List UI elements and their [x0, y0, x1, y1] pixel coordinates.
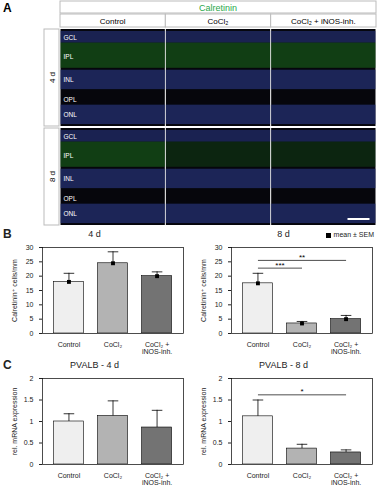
- html-text:8 d: 8 d: [277, 229, 290, 239]
- svg-text:20: 20: [26, 272, 34, 279]
- svg-text:1: 1: [219, 418, 223, 425]
- html-text:B: B: [3, 227, 12, 241]
- svg-text:0: 0: [219, 330, 223, 337]
- svg-text:30: 30: [215, 244, 223, 251]
- svg-text:INL: INL: [64, 175, 75, 182]
- svg-text:15: 15: [26, 287, 34, 294]
- svg-text:0: 0: [219, 461, 223, 468]
- svg-text:5: 5: [30, 315, 34, 322]
- svg-text:CoCl₂ + iNOS-inh.: CoCl₂ + iNOS-inh.: [291, 17, 356, 26]
- svg-text:25: 25: [26, 258, 34, 265]
- svg-text:2: 2: [30, 375, 34, 382]
- svg-text:OPL: OPL: [64, 195, 77, 202]
- svg-text:CoCl₂ +iNOS-inh.: CoCl₂ +iNOS-inh.: [331, 341, 361, 355]
- svg-text:2: 2: [219, 375, 223, 382]
- svg-text:Calretinin: Calretinin: [199, 3, 237, 13]
- svg-text:***: ***: [275, 261, 284, 270]
- html-text:4 d: 4 d: [88, 229, 101, 239]
- svg-text:**: **: [299, 253, 305, 262]
- svg-text:0.5: 0.5: [213, 439, 223, 446]
- svg-text:ONL: ONL: [64, 210, 78, 217]
- svg-text:8 d: 8 d: [48, 171, 57, 182]
- svg-text:20: 20: [215, 272, 223, 279]
- svg-text:CoCl₂ +iNOS-inh.: CoCl₂ +iNOS-inh.: [142, 472, 172, 486]
- svg-text:25: 25: [215, 258, 223, 265]
- svg-text:0: 0: [30, 461, 34, 468]
- svg-text:10: 10: [26, 301, 34, 308]
- svg-text:*: *: [300, 387, 303, 396]
- svg-text:CoCl₂: CoCl₂: [293, 341, 312, 348]
- svg-text:Control: Control: [100, 17, 126, 26]
- svg-text:CoCl₂: CoCl₂: [104, 472, 123, 479]
- svg-text:Control: Control: [58, 472, 81, 479]
- svg-text:4 d: 4 d: [48, 72, 57, 83]
- svg-text:rel. mRNA expression: rel. mRNA expression: [200, 388, 208, 456]
- svg-text:IPL: IPL: [64, 53, 74, 60]
- svg-text:0: 0: [30, 330, 34, 337]
- html-text:PVALB - 8 d: PVALB - 8 d: [259, 360, 308, 370]
- svg-text:Calretinin⁺ cells/mm: Calretinin⁺ cells/mm: [11, 259, 18, 322]
- svg-text:CoCl₂ +iNOS-inh.: CoCl₂ +iNOS-inh.: [142, 341, 172, 355]
- svg-text:CoCl₂: CoCl₂: [293, 472, 312, 479]
- svg-text:IPL: IPL: [64, 152, 74, 159]
- svg-text:Control: Control: [58, 341, 81, 348]
- svg-text:15: 15: [215, 287, 223, 294]
- svg-text:0.5: 0.5: [24, 439, 34, 446]
- svg-text:Control: Control: [247, 472, 270, 479]
- svg-text:5: 5: [219, 315, 223, 322]
- svg-text:30: 30: [26, 244, 34, 251]
- svg-text:rel. mRNA expression: rel. mRNA expression: [11, 388, 19, 456]
- svg-text:Calretinin⁺ cells/mm: Calretinin⁺ cells/mm: [200, 259, 207, 322]
- svg-text:ONL: ONL: [64, 111, 78, 118]
- svg-text:1.5: 1.5: [213, 396, 223, 403]
- svg-text:1.5: 1.5: [24, 396, 34, 403]
- html-text:PVALB - 4 d: PVALB - 4 d: [70, 360, 119, 370]
- svg-text:CoCl₂ +iNOS-inh.: CoCl₂ +iNOS-inh.: [331, 472, 361, 486]
- svg-text:CoCl₂: CoCl₂: [208, 17, 229, 26]
- svg-text:CoCl₂: CoCl₂: [104, 341, 123, 348]
- svg-text:INL: INL: [64, 76, 75, 83]
- svg-text:GCL: GCL: [64, 133, 78, 140]
- svg-text:GCL: GCL: [64, 34, 78, 41]
- svg-text:1: 1: [30, 418, 34, 425]
- html-text:C: C: [3, 358, 12, 372]
- svg-text:OPL: OPL: [64, 96, 77, 103]
- html-text:mean ± SEM: mean ± SEM: [333, 231, 374, 238]
- svg-text:A: A: [3, 1, 12, 15]
- svg-text:10: 10: [215, 301, 223, 308]
- svg-text:Control: Control: [247, 341, 270, 348]
